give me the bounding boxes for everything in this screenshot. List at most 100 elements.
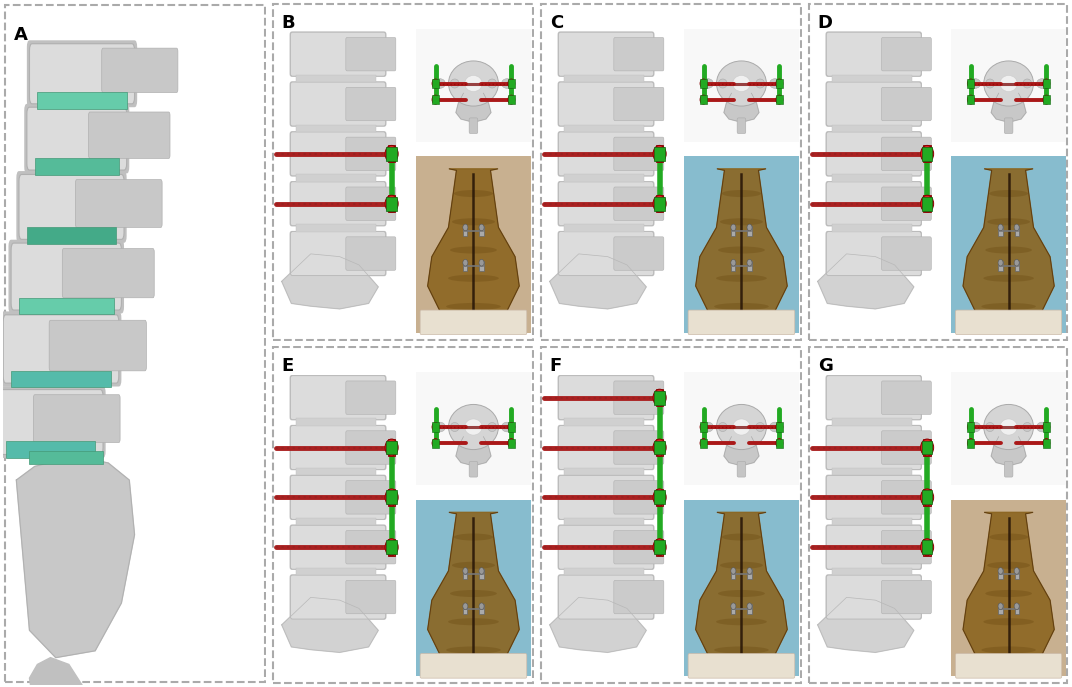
Bar <box>923 146 930 162</box>
FancyBboxPatch shape <box>557 131 655 177</box>
Bar <box>654 147 665 161</box>
FancyBboxPatch shape <box>825 131 922 177</box>
Bar <box>656 195 664 212</box>
FancyBboxPatch shape <box>614 137 664 170</box>
Bar <box>479 605 483 614</box>
Bar <box>923 195 930 212</box>
Circle shape <box>508 438 515 448</box>
Bar <box>34 159 119 174</box>
Ellipse shape <box>448 405 498 449</box>
Bar <box>1014 261 1018 271</box>
Bar <box>700 95 708 104</box>
FancyBboxPatch shape <box>291 182 386 226</box>
Ellipse shape <box>448 61 498 106</box>
Circle shape <box>967 95 974 104</box>
Bar <box>967 79 974 88</box>
Bar <box>832 468 912 475</box>
Circle shape <box>1014 567 1019 574</box>
Ellipse shape <box>434 79 445 89</box>
FancyBboxPatch shape <box>75 179 162 227</box>
Bar <box>296 567 376 575</box>
Polygon shape <box>992 437 1026 466</box>
Bar <box>11 371 110 387</box>
Bar <box>388 146 396 162</box>
Polygon shape <box>992 93 1026 122</box>
FancyBboxPatch shape <box>346 237 396 270</box>
FancyBboxPatch shape <box>49 320 147 371</box>
Bar <box>508 438 515 448</box>
FancyBboxPatch shape <box>827 475 921 519</box>
Bar <box>432 438 440 448</box>
Ellipse shape <box>453 534 493 541</box>
Bar <box>832 174 912 182</box>
FancyBboxPatch shape <box>559 526 654 570</box>
Bar <box>967 95 974 104</box>
Ellipse shape <box>488 423 496 431</box>
FancyBboxPatch shape <box>614 530 664 564</box>
Polygon shape <box>724 437 759 466</box>
FancyBboxPatch shape <box>827 376 921 420</box>
Bar <box>508 423 515 431</box>
Ellipse shape <box>770 79 780 89</box>
Text: D: D <box>818 14 833 32</box>
Bar <box>388 489 396 506</box>
FancyBboxPatch shape <box>1004 462 1013 477</box>
Ellipse shape <box>987 562 1030 569</box>
Bar <box>386 491 397 504</box>
FancyBboxPatch shape <box>11 243 121 310</box>
FancyBboxPatch shape <box>33 395 120 442</box>
Bar <box>998 261 1002 271</box>
Bar <box>951 29 1067 142</box>
Circle shape <box>653 439 666 456</box>
FancyBboxPatch shape <box>4 5 265 682</box>
FancyBboxPatch shape <box>825 231 922 276</box>
FancyBboxPatch shape <box>808 3 1068 340</box>
Circle shape <box>432 423 440 431</box>
Circle shape <box>653 146 666 162</box>
Circle shape <box>747 260 753 266</box>
Bar <box>700 423 708 431</box>
Text: G: G <box>818 357 833 375</box>
FancyBboxPatch shape <box>825 375 922 420</box>
Bar <box>654 391 665 405</box>
Circle shape <box>967 423 974 431</box>
Bar <box>832 518 912 526</box>
Ellipse shape <box>446 646 501 653</box>
Circle shape <box>776 423 783 431</box>
Circle shape <box>921 539 934 556</box>
Bar <box>684 29 800 142</box>
Circle shape <box>700 423 708 431</box>
Bar <box>432 95 440 104</box>
Text: B: B <box>282 14 296 32</box>
Ellipse shape <box>1037 423 1047 432</box>
Bar <box>564 224 644 232</box>
FancyBboxPatch shape <box>29 44 135 104</box>
Bar <box>951 157 1067 333</box>
Ellipse shape <box>733 419 750 435</box>
Circle shape <box>967 79 974 88</box>
FancyBboxPatch shape <box>614 481 664 514</box>
Bar <box>656 539 664 556</box>
Ellipse shape <box>716 275 766 282</box>
FancyBboxPatch shape <box>955 310 1061 335</box>
Bar <box>1043 95 1049 104</box>
Bar <box>1014 569 1018 579</box>
Bar <box>832 567 912 575</box>
Ellipse shape <box>465 419 482 435</box>
FancyBboxPatch shape <box>291 425 386 469</box>
FancyBboxPatch shape <box>827 425 921 469</box>
Bar <box>922 147 933 161</box>
Bar <box>656 489 664 506</box>
Ellipse shape <box>450 590 496 597</box>
FancyBboxPatch shape <box>559 425 654 469</box>
Bar <box>998 225 1002 236</box>
FancyBboxPatch shape <box>557 425 655 470</box>
Circle shape <box>463 260 467 266</box>
Circle shape <box>998 224 1003 231</box>
Ellipse shape <box>718 590 764 597</box>
Ellipse shape <box>448 618 498 625</box>
Ellipse shape <box>770 423 780 432</box>
Bar <box>731 569 735 579</box>
FancyBboxPatch shape <box>289 131 387 177</box>
Ellipse shape <box>450 79 459 88</box>
